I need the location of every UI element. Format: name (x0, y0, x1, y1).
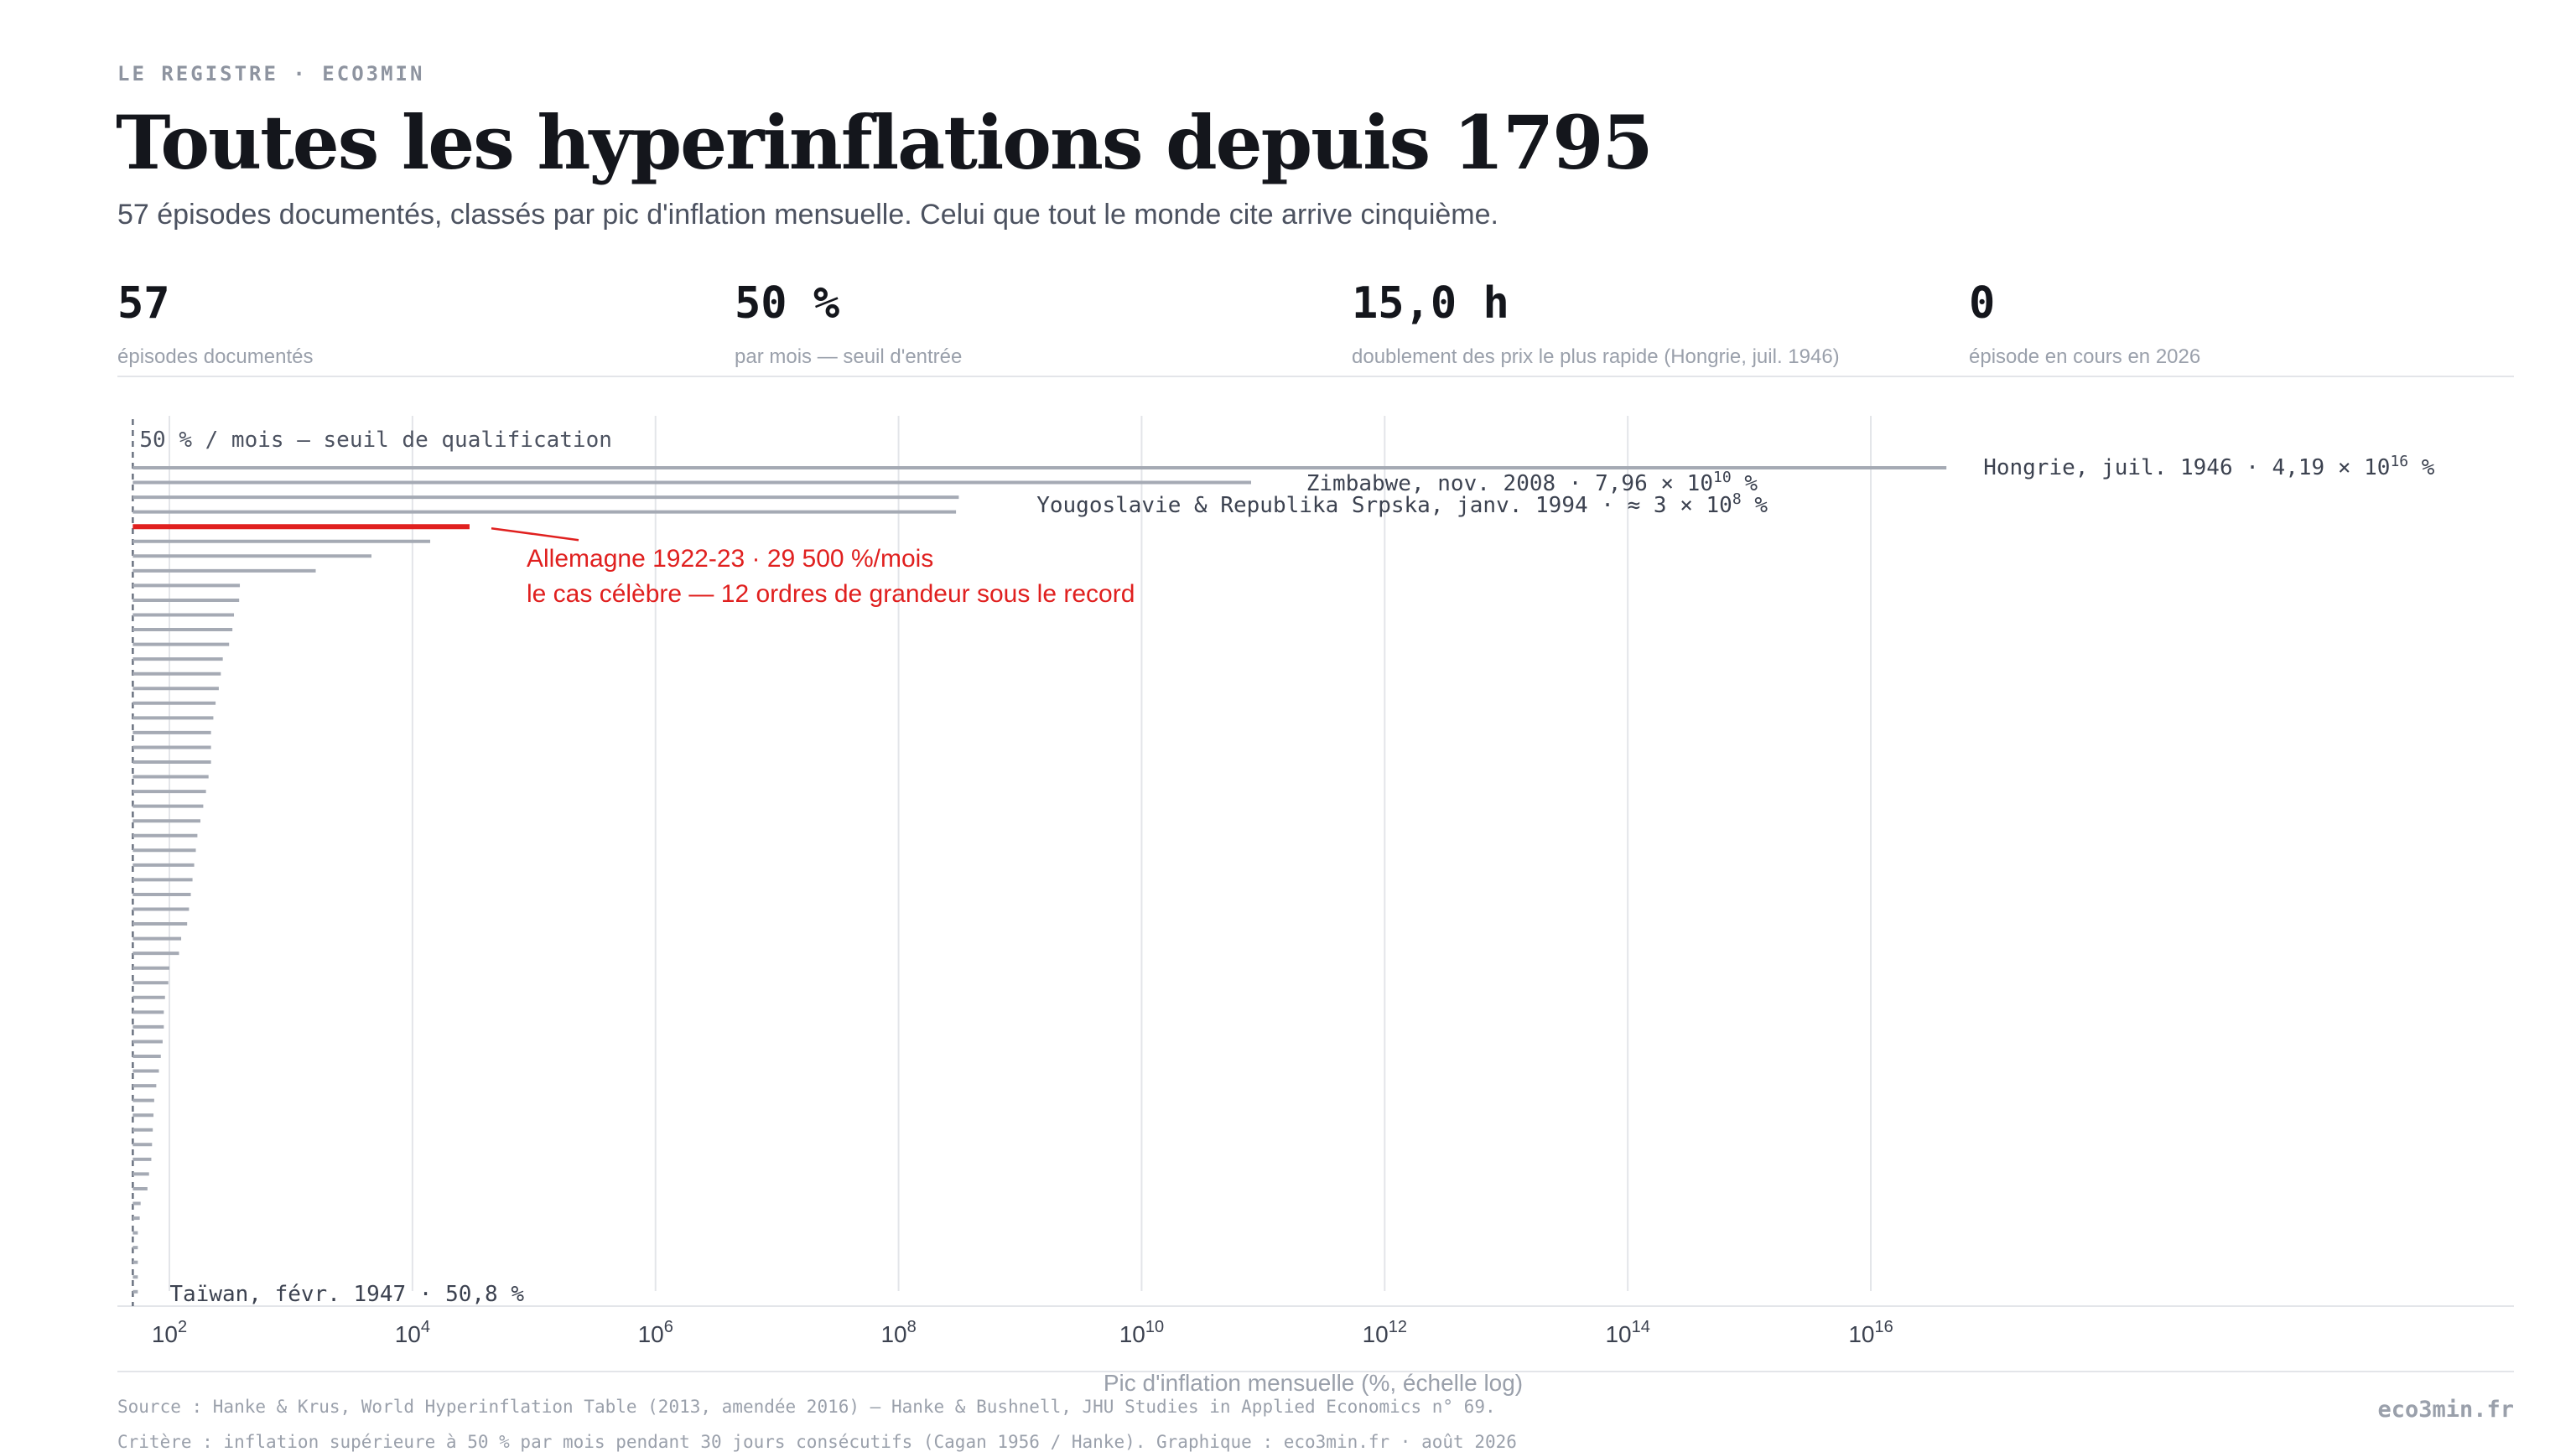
kpi-value: 15,0 h (1352, 278, 1509, 329)
page-title: Toutes les hyperinflations depuis 1795 (116, 99, 1654, 186)
kpi-label: doublement des prix le plus rapide (Hong… (1352, 345, 1840, 368)
annotation-line-2: le cas célèbre — 12 ordres de grandeur s… (527, 580, 1135, 608)
bar-value-label: Taïwan, févr. 1947 · 50,8 % (169, 1282, 524, 1307)
threshold-label: 50 % / mois — seuil de qualification (139, 428, 612, 453)
bar-value-label: Zimbabwe, nov. 2008 · 7,96 × 1010 % (1306, 469, 1758, 496)
kpi-strip: 57 épisodes documentés 50 % par mois — s… (117, 277, 2514, 377)
x-tick-label: 108 (880, 1318, 916, 1347)
kpi-current: 0 épisode en cours en 2026 (1969, 277, 2200, 369)
kpi-label: par mois — seuil d'entrée (735, 345, 963, 368)
x-tick-label: 1016 (1848, 1318, 1893, 1347)
x-tick-label: 104 (395, 1318, 430, 1347)
kpi-threshold: 50 % par mois — seuil d'entrée (735, 277, 962, 369)
kicker: LE REGISTRE · ECO3MIN (117, 62, 425, 86)
footer-criteria: Critère : inflation supérieure à 50 % pa… (117, 1432, 1517, 1452)
kpi-value: 50 % (735, 278, 840, 329)
x-axis-title: Pic d'inflation mensuelle (%, échelle lo… (1104, 1370, 1523, 1396)
kpi-episodes: 57 épisodes documentés (117, 277, 313, 369)
annotation-line-1: Allemagne 1922-23 · 29 500 %/mois (527, 545, 933, 573)
footer-source: Source : Hanke & Krus, World Hyperinflat… (117, 1397, 1496, 1417)
annotation-leader (491, 526, 579, 542)
x-tick-label: 1012 (1363, 1318, 1407, 1347)
bar-value-label: Hongrie, juil. 1946 · 4,19 × 1016 % (1983, 453, 2435, 480)
x-tick-label: 1014 (1605, 1318, 1649, 1347)
x-tick-label: 106 (638, 1318, 673, 1347)
kpi-value: 57 (117, 278, 170, 329)
x-tick-label: 1010 (1119, 1318, 1164, 1347)
x-tick-label: 102 (152, 1318, 187, 1347)
kpi-label: épisodes documentés (117, 345, 314, 368)
page-subtitle: 57 épisodes documentés, classés par pic … (117, 199, 1498, 231)
kpi-label: épisode en cours en 2026 (1969, 345, 2201, 368)
kpi-doubling-time: 15,0 h doublement des prix le plus rapid… (1352, 277, 1840, 369)
kpi-value: 0 (1969, 278, 1996, 329)
bar-value-label: Yougoslavie & Republika Srpska, janv. 19… (1036, 490, 1768, 518)
footer-brand: eco3min.fr (2377, 1397, 2514, 1423)
